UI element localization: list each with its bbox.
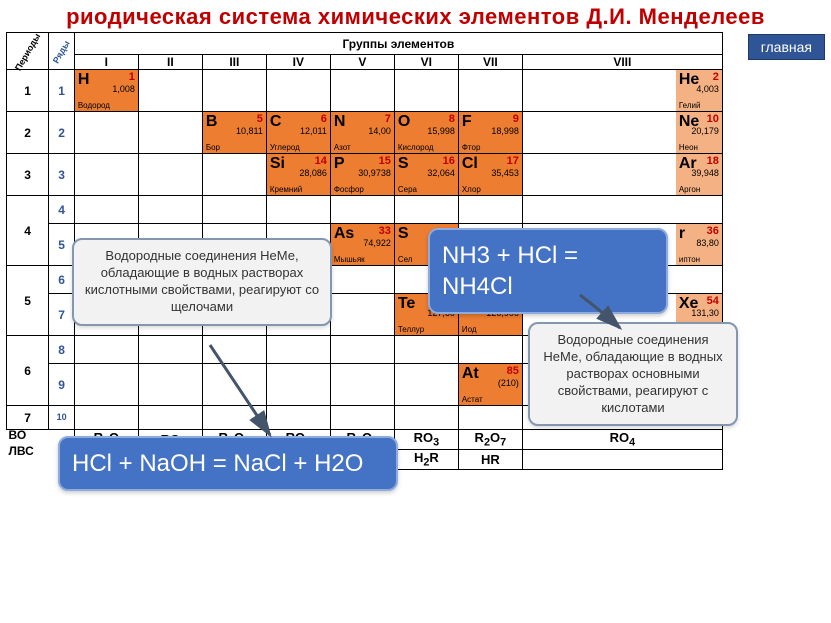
element-At: At85(210)Астат [458, 364, 522, 406]
callout-left: Водородные соединения НеМе, обладающие в… [72, 238, 332, 326]
element-As: As3374,922Мышьяк [330, 224, 394, 266]
period-4: 4 [7, 196, 49, 266]
group-6: VI [394, 55, 458, 70]
row-7: 7 [49, 294, 75, 336]
element-N: N714,00Азот [330, 112, 394, 154]
period-3: 3 [7, 154, 49, 196]
group-1: I [74, 55, 138, 70]
period-5: 5 [7, 266, 49, 336]
element-Ar: Ar1839,948Аргон [676, 154, 722, 195]
period-1: 1 [7, 70, 49, 112]
group-4: IV [266, 55, 330, 70]
element-Ne: Ne1020,179Неон [676, 112, 722, 153]
lvs-label: ЛВС [9, 444, 34, 458]
element-He: He24,003Гелий [676, 70, 722, 111]
periods-label: Периоды [13, 32, 42, 73]
formula-RO3: RO3 [394, 430, 458, 450]
callout-right: Водородные соединения НеМе, обладающие в… [528, 322, 738, 426]
row-1: 1 [49, 70, 75, 112]
group-2: II [138, 55, 202, 70]
formula-RO4: RO4 [522, 430, 722, 450]
formula-HR: HR [458, 450, 522, 470]
row-8: 8 [49, 336, 75, 364]
element-B: B510,811Бор [202, 112, 266, 154]
vos-label: ВО [9, 428, 27, 442]
group-8: VIII [522, 55, 722, 70]
element-C: C612,011Углерод [266, 112, 330, 154]
element-Cl: Cl1735,453Хлор [458, 154, 522, 196]
rows-label: Ряды [51, 39, 72, 65]
element-Kr: r3683,80иптон [676, 224, 722, 265]
formula-H2R: H2R [394, 450, 458, 470]
row-2: 2 [49, 112, 75, 154]
row-3: 3 [49, 154, 75, 196]
period-6: 6 [7, 336, 49, 406]
element-P: P1530,9738Фосфор [330, 154, 394, 196]
row-5: 5 [49, 224, 75, 266]
element-H: H11,008Водород [74, 70, 138, 112]
element-Si: Si1428,086Кремний [266, 154, 330, 196]
callout-eq2: HCl + NaOH = NaCl + H2O [58, 436, 398, 491]
row-9: 9 [49, 364, 75, 406]
element-O: O815,998Кислород [394, 112, 458, 154]
row-10: 10 [49, 406, 75, 430]
group-5: V [330, 55, 394, 70]
element-F: F918,998Фтор [458, 112, 522, 154]
page-title: риодическая система химических элементов… [0, 0, 831, 34]
row-4: 4 [49, 196, 75, 224]
period-2: 2 [7, 112, 49, 154]
period-7: 7 [7, 406, 49, 430]
main-button[interactable]: главная [748, 34, 825, 60]
row-6: 6 [49, 266, 75, 294]
formula-R2O7: R2O7 [458, 430, 522, 450]
element-S: S1632,064Сера [394, 154, 458, 196]
callout-eq1: NH3 + HCl = NH4Cl [428, 228, 668, 314]
group-3: III [202, 55, 266, 70]
group-7: VII [458, 55, 522, 70]
groups-header: Группы элементов [74, 33, 722, 55]
